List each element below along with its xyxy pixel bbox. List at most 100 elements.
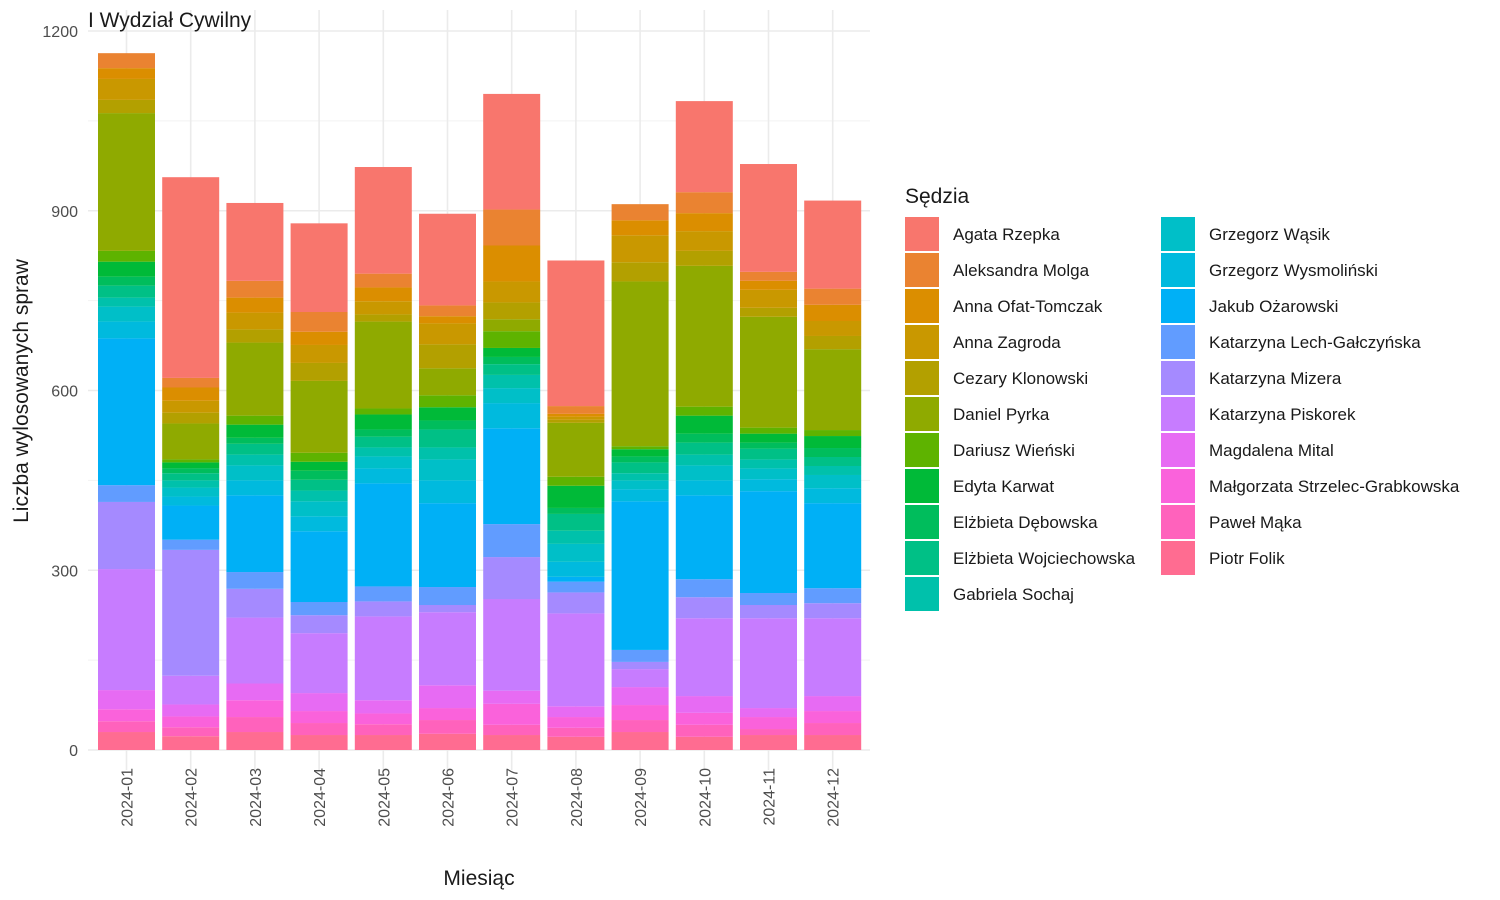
bar-segment — [290, 633, 348, 694]
bar-segment — [162, 423, 220, 460]
bar-segment — [226, 202, 284, 281]
bar-segment — [611, 456, 669, 463]
bar-segment — [547, 406, 605, 414]
x-tick-label: 2024-02 — [184, 768, 201, 827]
bar-segment — [483, 93, 541, 210]
legend-swatch — [905, 541, 939, 575]
bar-segment — [483, 209, 541, 246]
bar-segment — [483, 524, 541, 558]
bar-segment — [226, 329, 284, 343]
bar-segment — [740, 735, 797, 750]
legend-swatch — [1161, 361, 1195, 395]
bar-segment — [483, 356, 541, 365]
bar-segment — [162, 727, 220, 737]
bar-segment — [98, 338, 155, 486]
bar-segment — [290, 490, 348, 502]
legend-swatch — [905, 217, 939, 251]
bar-segment — [162, 716, 220, 728]
bar-segment — [804, 436, 862, 449]
legend-label: Katarzyna Mizera — [1209, 369, 1342, 388]
bar-segment — [547, 422, 605, 477]
bar-segment — [483, 302, 541, 320]
legend-label: Paweł Mąka — [1209, 513, 1302, 532]
bar-segment — [740, 316, 797, 428]
bar-segment — [740, 593, 797, 606]
bar-segment — [98, 721, 155, 733]
bars-layer — [98, 53, 862, 750]
bar-segment — [483, 703, 541, 725]
legend-label: Gabriela Sochaj — [953, 585, 1074, 604]
bar-segment — [290, 479, 348, 491]
bar-segment — [354, 713, 412, 725]
bar-segment — [804, 448, 862, 458]
bar-segment — [675, 406, 733, 416]
legend-label: Magdalena Mital — [1209, 441, 1334, 460]
bar-segment — [804, 200, 862, 289]
bar-segment — [740, 442, 797, 449]
bar-segment — [675, 192, 733, 214]
legend-title: Sędzia — [905, 185, 970, 208]
bar-segment — [354, 167, 412, 274]
x-tick-label: 2024-05 — [376, 768, 393, 827]
bar-segment — [611, 705, 669, 721]
bar-segment — [611, 480, 669, 490]
bar-segment — [740, 427, 797, 434]
bar-segment — [419, 447, 476, 460]
bar-segment — [226, 732, 284, 750]
bar-segment — [226, 443, 284, 455]
bar-segment — [290, 344, 348, 363]
bar-segment — [675, 465, 733, 481]
bar-segment — [675, 265, 733, 407]
bar-segment — [162, 549, 220, 676]
bar-segment — [419, 395, 476, 408]
x-tick-label: 2024-01 — [120, 768, 137, 827]
legend-swatch — [1161, 469, 1195, 503]
bar-segment — [675, 696, 733, 713]
bar-segment — [98, 276, 155, 286]
bar-segment — [483, 347, 541, 357]
bar-segment — [162, 736, 220, 750]
legend-label: Katarzyna Lech-Gałczyńska — [1209, 333, 1421, 352]
bar-segment — [675, 250, 733, 266]
legend-label: Agata Rzepka — [953, 225, 1060, 244]
x-tick-label: 2024-10 — [697, 768, 714, 827]
bar-segment — [162, 177, 220, 378]
legend-swatch — [905, 397, 939, 431]
bar-segment — [740, 289, 797, 308]
bar-segment — [354, 301, 412, 315]
legend: Sędzia Agata Rzepka Aleksandra Molga Anna … — [905, 185, 1460, 611]
bar-segment — [290, 531, 348, 603]
bar-segment — [354, 735, 412, 750]
bar-segment — [226, 312, 284, 330]
bar-segment — [162, 480, 220, 488]
bar-segment — [226, 280, 284, 298]
bar-segment — [162, 487, 220, 497]
bar-segment — [740, 491, 797, 594]
bar-segment — [162, 505, 220, 540]
bar-segment — [675, 597, 733, 619]
bar-segment — [547, 613, 605, 707]
axis-layer: 0 300 600 900 1200 2024-01 2024-02 2024-03 2024-… — [42, 24, 842, 827]
legend-label: Elżbieta Wojciechowska — [953, 549, 1136, 568]
legend-label: Małgorzata Strzelec-Grabkowska — [1209, 477, 1460, 496]
bar-segment — [740, 729, 797, 736]
legend-swatch — [1161, 505, 1195, 539]
bar-segment — [419, 503, 476, 588]
bar-segment — [547, 507, 605, 514]
bar-segment — [354, 314, 412, 322]
bar-segment — [419, 733, 476, 750]
bar-segment — [419, 459, 476, 481]
y-tick-label: 900 — [51, 204, 78, 221]
bar-segment — [98, 113, 155, 251]
bar-segment — [611, 687, 669, 706]
legend-label: Grzegorz Wysmoliński — [1209, 261, 1378, 280]
bar-segment — [804, 349, 862, 431]
bar-segment — [419, 323, 476, 345]
bar-segment — [419, 720, 476, 734]
bar-segment — [547, 727, 605, 737]
bar-segment — [419, 420, 476, 430]
legend-label: Dariusz Wieński — [953, 441, 1075, 460]
bar-segment — [740, 448, 797, 460]
bar-segment — [419, 708, 476, 721]
